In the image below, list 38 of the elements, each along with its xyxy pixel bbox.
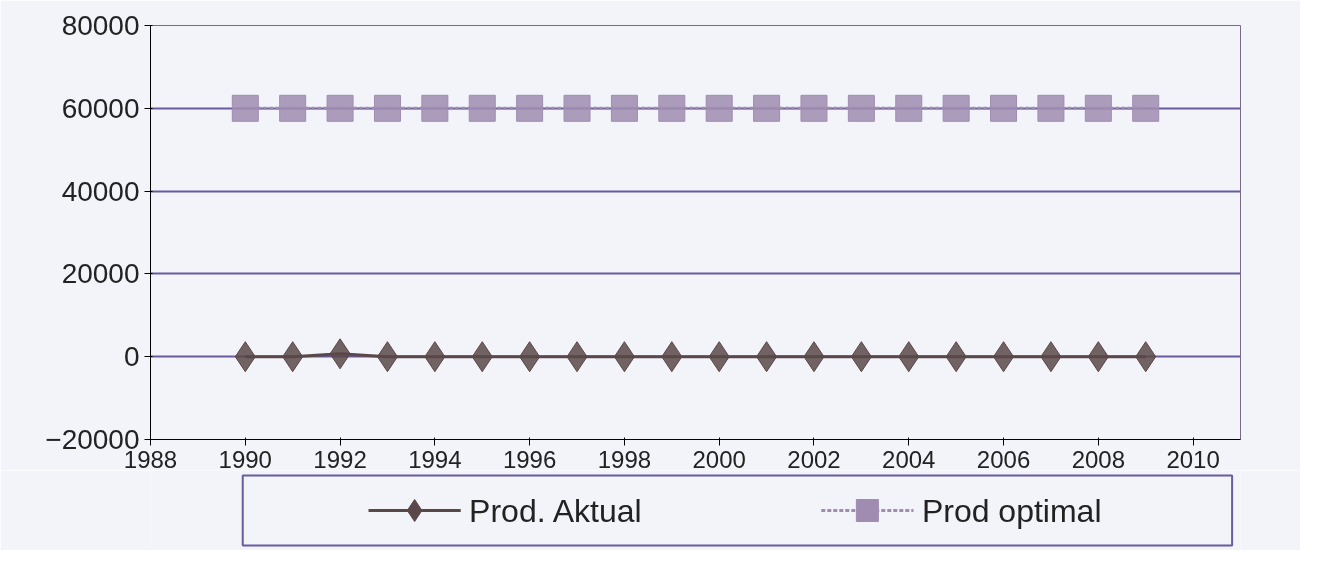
y-tick-label: 0: [123, 341, 140, 373]
x-tick-label: 2004: [882, 445, 936, 473]
x-tick-label: 2006: [976, 445, 1031, 473]
y-tick-label: 60000: [61, 92, 140, 124]
point: [279, 94, 307, 122]
point: [231, 94, 259, 122]
x-tick-label: 2010: [1166, 445, 1220, 473]
point: [516, 94, 544, 122]
point: [326, 94, 354, 122]
point: [1084, 94, 1112, 122]
point: [942, 94, 970, 122]
point: [1037, 94, 1065, 122]
point: [610, 94, 638, 122]
point: [990, 94, 1018, 122]
x-tick-label: 1994: [408, 445, 462, 473]
point: [563, 94, 591, 122]
point: [658, 94, 686, 122]
x-tick-label: 2000: [692, 445, 746, 473]
y-tick-label: 20000: [61, 258, 140, 290]
point: [800, 94, 828, 122]
x-tick-label: 1990: [218, 445, 272, 473]
point: [705, 94, 733, 122]
point: [421, 94, 449, 122]
x-tick-label: 2008: [1071, 445, 1126, 473]
y-tick-label: 40000: [61, 175, 140, 207]
point: [895, 94, 923, 122]
x-tick-label: 1992: [313, 445, 367, 473]
point: [373, 94, 401, 122]
x-tick-label: 1998: [597, 445, 652, 473]
y-tick-label: 80000: [61, 10, 140, 41]
point: [847, 94, 875, 122]
point: [468, 94, 496, 122]
point: [1132, 94, 1160, 122]
legend-label: Prod optimal: [921, 492, 1102, 529]
legend-label: Prod. Aktual: [469, 492, 642, 529]
x-tick-label: 2002: [787, 445, 841, 473]
point: [753, 94, 781, 122]
x-tick-label: 1996: [502, 445, 557, 473]
